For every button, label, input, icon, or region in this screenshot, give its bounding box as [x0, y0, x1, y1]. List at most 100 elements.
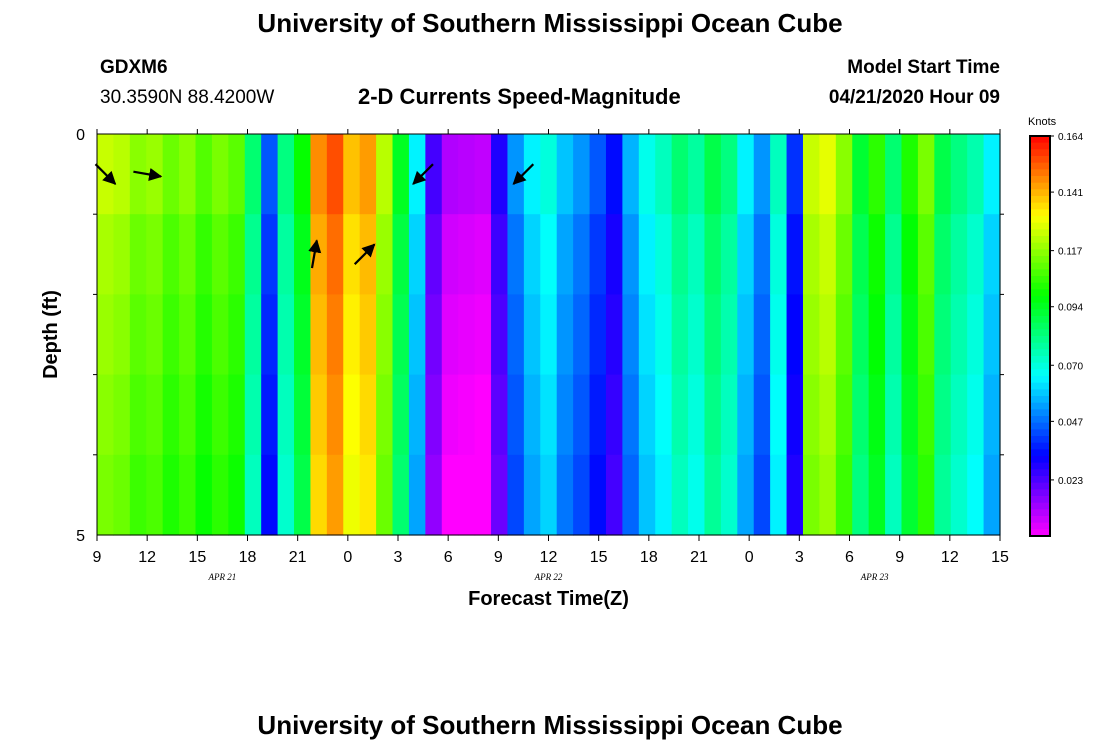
heatmap-cell: [622, 454, 640, 536]
heatmap-cell: [326, 214, 344, 295]
heatmap-cell: [688, 454, 706, 536]
heatmap-cell: [261, 454, 279, 536]
colorbar-segment: [1030, 482, 1050, 490]
date-label: APR 22: [534, 572, 563, 582]
heatmap-cell: [244, 214, 262, 295]
colorbar-segment: [1030, 502, 1050, 510]
heatmap-cell: [589, 374, 607, 456]
colorbar-segment: [1030, 309, 1050, 317]
heatmap-cell: [967, 294, 985, 376]
model-start-label: Model Start Time: [847, 57, 1000, 78]
heatmap-cell: [244, 294, 262, 376]
heatmap-cell: [359, 214, 377, 295]
heatmap-cell: [852, 294, 870, 376]
colorbar-segment: [1030, 289, 1050, 297]
heatmap-cell: [294, 454, 312, 536]
heatmap-cell: [326, 294, 344, 376]
heatmap-cell: [835, 214, 853, 295]
y-tick-label: 0: [76, 127, 85, 144]
colorbar-segment: [1030, 362, 1050, 370]
heatmap-cell: [917, 454, 935, 536]
colorbar-segment: [1030, 369, 1050, 377]
heatmap-cell: [770, 134, 788, 215]
heatmap-cell: [753, 134, 771, 215]
heatmap-cell: [819, 374, 837, 456]
heatmap-cell: [737, 294, 755, 376]
colorbar-segment: [1030, 162, 1050, 170]
heatmap-cell: [523, 374, 541, 456]
colorbar-segment: [1030, 229, 1050, 237]
heatmap-cell: [885, 134, 903, 215]
heatmap-cell: [802, 374, 820, 456]
heatmap-cell: [359, 374, 377, 456]
heatmap-cell: [244, 134, 262, 215]
colorbar-segment: [1030, 396, 1050, 404]
heatmap-cell: [655, 134, 673, 215]
heatmap-cell: [950, 294, 968, 376]
heatmap-cell: [934, 374, 952, 456]
heatmap-cell: [704, 294, 722, 376]
heatmap-cell: [277, 134, 295, 215]
colorbar-segment: [1030, 222, 1050, 230]
heatmap-cell: [408, 214, 426, 295]
heatmap-cell: [983, 374, 1001, 456]
heatmap-cell: [507, 454, 525, 536]
colorbar-segment: [1030, 516, 1050, 524]
x-tick-label: 0: [745, 549, 754, 566]
x-tick-label: 0: [343, 549, 352, 566]
heatmap-cell: [835, 374, 853, 456]
heatmap-cell: [704, 454, 722, 536]
heatmap-cell: [770, 454, 788, 536]
heatmap-cell: [343, 134, 361, 215]
heatmap-cell: [294, 214, 312, 295]
heatmap-cell: [622, 214, 640, 295]
heatmap-cell: [671, 454, 689, 536]
heatmap-cell: [983, 214, 1001, 295]
heatmap-cell: [294, 294, 312, 376]
heatmap-cell: [376, 374, 394, 456]
colorbar-segment: [1030, 149, 1050, 157]
x-axis-label: Forecast Time(Z): [468, 588, 629, 610]
colorbar-segment: [1030, 209, 1050, 217]
colorbar-segment: [1030, 342, 1050, 350]
product-title: 2-D Currents Speed-Magnitude: [358, 84, 681, 109]
heatmap-cell: [704, 134, 722, 215]
heatmap-cell: [540, 454, 558, 536]
heatmap-cell: [195, 214, 213, 295]
heatmap-cell: [310, 134, 328, 215]
heatmap-cell: [540, 294, 558, 376]
colorbar-segment: [1030, 242, 1050, 250]
colorbar-segment: [1030, 302, 1050, 310]
colorbar-segment: [1030, 329, 1050, 337]
heatmap-cell: [129, 214, 147, 295]
heatmap-cell: [802, 294, 820, 376]
date-label: APR 23: [860, 572, 889, 582]
heatmap-cell: [179, 294, 197, 376]
x-tick-label: 6: [845, 549, 854, 566]
x-tick-label: 12: [540, 549, 558, 566]
heatmap-cell: [819, 214, 837, 295]
colorbar-segment: [1030, 422, 1050, 430]
heatmap-cell: [343, 214, 361, 295]
heatmap-cell: [720, 134, 738, 215]
heatmap-cell: [868, 134, 886, 215]
heatmap-cell: [261, 214, 279, 295]
heatmap-cell: [589, 454, 607, 536]
heatmap-cell: [885, 294, 903, 376]
heatmap-cell: [195, 294, 213, 376]
chart-title-top: University of Southern Mississippi Ocean…: [257, 8, 843, 38]
heatmap-cell: [573, 214, 591, 295]
heatmap-cell: [97, 214, 115, 295]
heatmap-cell: [655, 294, 673, 376]
colorbar-segment: [1030, 469, 1050, 477]
heatmap-cell: [671, 134, 689, 215]
heatmap-cell: [97, 374, 115, 456]
colorbar-tick-label: 0.164: [1058, 132, 1083, 143]
heatmap-cell: [720, 374, 738, 456]
heatmap-cell: [195, 134, 213, 215]
heatmap-cell: [162, 374, 180, 456]
colorbar-segment: [1030, 196, 1050, 204]
heatmap-cell: [507, 214, 525, 295]
heatmap-cell: [146, 454, 164, 536]
heatmap-cell: [458, 294, 476, 376]
